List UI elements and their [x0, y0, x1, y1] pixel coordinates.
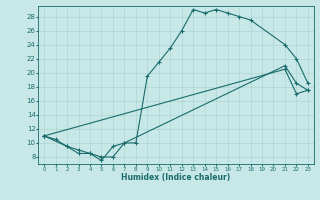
X-axis label: Humidex (Indice chaleur): Humidex (Indice chaleur) [121, 173, 231, 182]
